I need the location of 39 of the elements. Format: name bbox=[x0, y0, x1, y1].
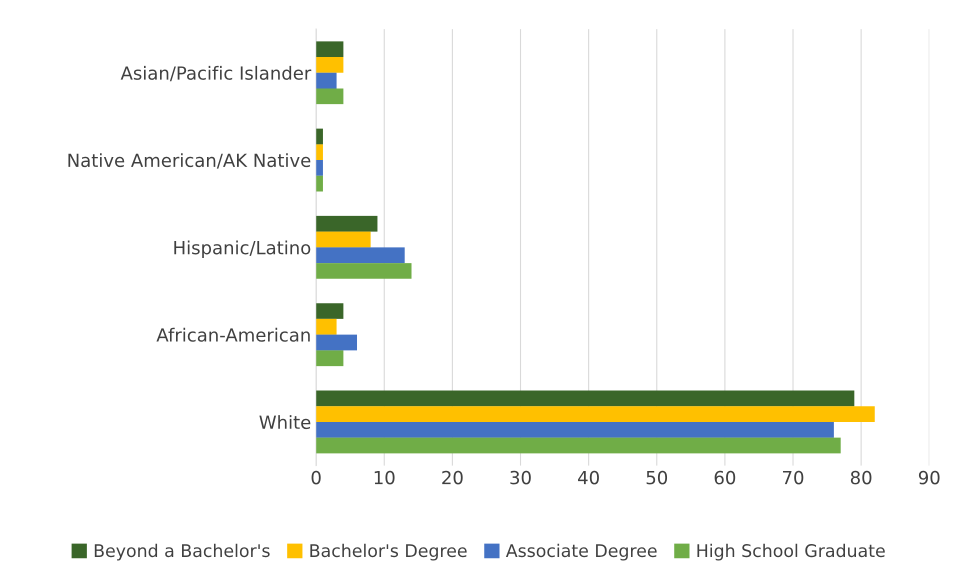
bar bbox=[316, 176, 323, 192]
bar bbox=[316, 406, 875, 422]
bar bbox=[316, 216, 378, 232]
bar bbox=[316, 232, 371, 248]
bar bbox=[316, 422, 834, 438]
bar bbox=[316, 438, 841, 454]
y-tick-label: Asian/Pacific Islander bbox=[120, 66, 312, 82]
bar bbox=[316, 350, 344, 366]
x-tick-label: 10 bbox=[374, 470, 395, 484]
legend-label: Beyond a Bachelor's bbox=[94, 544, 270, 561]
legend-label: High School Graduate bbox=[697, 544, 885, 561]
y-tick-label: African-American bbox=[156, 328, 310, 342]
bar bbox=[316, 247, 405, 264]
bar bbox=[316, 318, 337, 335]
x-tick-label: 30 bbox=[510, 470, 531, 484]
bar bbox=[316, 144, 323, 160]
bar bbox=[316, 41, 344, 58]
x-tick-label: 80 bbox=[850, 470, 872, 484]
bar bbox=[316, 57, 344, 73]
x-tick-label: 40 bbox=[578, 470, 599, 484]
x-tick-label: 70 bbox=[783, 470, 804, 484]
x-tick-label: 20 bbox=[442, 470, 463, 484]
y-tick-label: Native American/AK Native bbox=[68, 153, 310, 169]
legend-label: Associate Degree bbox=[506, 544, 657, 561]
bar bbox=[316, 88, 344, 104]
x-tick-label: 50 bbox=[646, 470, 668, 484]
x-tick-label: 90 bbox=[918, 470, 940, 484]
bar bbox=[316, 263, 412, 279]
bar bbox=[316, 72, 337, 88]
x-tick-label: 0 bbox=[312, 470, 321, 484]
legend-label: Bachelor's Degree bbox=[310, 544, 467, 561]
bar bbox=[316, 334, 358, 350]
bar bbox=[316, 128, 323, 144]
x-tick-label: 60 bbox=[714, 470, 736, 484]
bar bbox=[316, 390, 854, 406]
bar bbox=[316, 160, 323, 176]
y-tick-label: Hispanic/Latino bbox=[174, 240, 310, 258]
y-tick-label: White bbox=[259, 415, 310, 430]
bar bbox=[316, 303, 344, 319]
